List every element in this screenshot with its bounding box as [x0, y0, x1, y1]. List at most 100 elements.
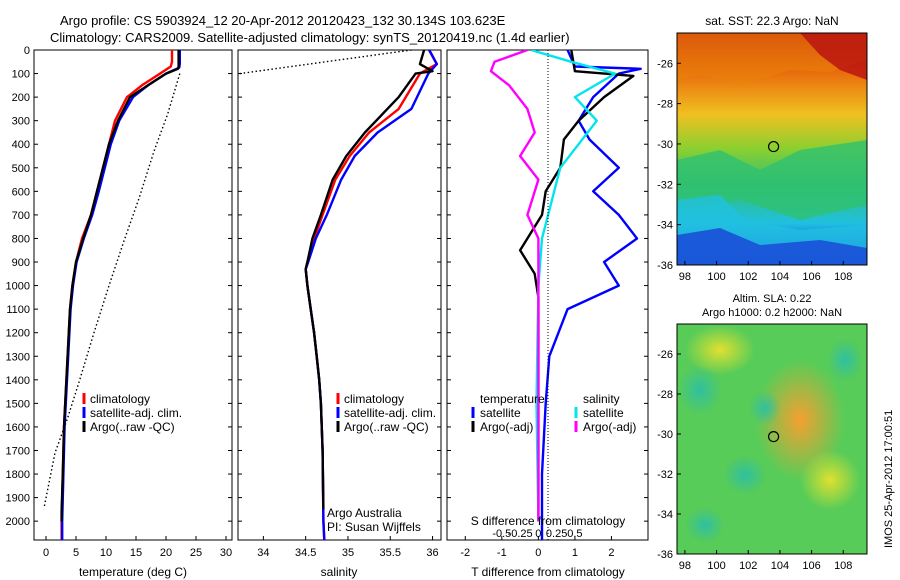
- sla-map-title1: Altim. SLA: 0.22: [733, 293, 812, 305]
- salinity-panel: [237, 49, 442, 541]
- sst-map: [676, 32, 868, 266]
- depth-tick-label: 0: [24, 45, 30, 57]
- map-x-tick-label: 100: [707, 560, 725, 572]
- depth-tick-label: 2000: [6, 516, 30, 528]
- sst-map-frame: [676, 32, 868, 266]
- legend-s-satellite: satellite: [583, 406, 624, 420]
- map-y-tick-label: -26: [657, 58, 673, 70]
- sla-map-frame: [676, 323, 868, 555]
- map-y-tick-label: -34: [657, 220, 673, 232]
- legend-argo: Argo(..raw -QC): [344, 420, 429, 434]
- map-x-tick-label: 108: [834, 560, 852, 572]
- depth-tick-label: 700: [12, 210, 30, 222]
- depth-tick-label: 300: [12, 116, 30, 128]
- sla-map-cool-blob: [749, 390, 781, 426]
- x-tick-label: 34.5: [295, 547, 316, 559]
- difference-series: [489, 50, 642, 540]
- x-tick-label: 0: [43, 547, 49, 559]
- difference-legend: temperature salinity satellite Argo(-adj…: [471, 392, 636, 434]
- x-tick-label: 5: [73, 547, 79, 559]
- x-tick-label: 2: [608, 547, 614, 559]
- legend-satellite: satellite-adj. clim.: [344, 406, 436, 420]
- legend-satellite: satellite-adj. clim.: [90, 406, 182, 420]
- salinity-xlabel: salinity: [321, 565, 358, 579]
- legend-t-argo: Argo(-adj): [480, 420, 533, 434]
- map-x-tick-label: 106: [802, 271, 820, 283]
- x-tick-label: 35.5: [380, 547, 401, 559]
- map-y-tick-label: -32: [657, 179, 673, 191]
- sla-map-argo-marker: [767, 431, 780, 443]
- depth-tick-label: 900: [12, 257, 30, 269]
- map-y-tick-label: -36: [657, 260, 673, 272]
- top-tick-label: -0.25: [508, 528, 533, 540]
- map-x-tick-label: 104: [771, 560, 789, 572]
- map-y-tick-label: -28: [657, 389, 673, 401]
- legend-argo: Argo(..raw -QC): [90, 420, 175, 434]
- difference-toplabel: S difference from climatology: [471, 514, 626, 528]
- panel-x-axes: 0 5 10 15 20 25 30 34 34.5 35 35.5 36 -2 -1 0 1 2 -0.5-0.…: [43, 528, 615, 559]
- legend-s-argo: Argo(-adj): [583, 420, 636, 434]
- depth-tick-label: 1000: [6, 281, 30, 293]
- difference-xlabel: T difference from climatology: [471, 565, 625, 579]
- x-tick-label: -1: [497, 547, 507, 559]
- x-tick-label: 10: [100, 547, 112, 559]
- top-tick-label: -0.5: [492, 528, 511, 540]
- map-x-tick-label: 104: [771, 271, 789, 283]
- temperature-panel: [33, 49, 233, 541]
- x-tick-label: 36: [426, 547, 438, 559]
- map-y-tick-label: -30: [657, 139, 673, 151]
- x-tick-label: 35: [342, 547, 354, 559]
- map-x-tick-label: 98: [679, 271, 691, 283]
- x-tick-label: 20: [160, 547, 172, 559]
- footer-timestamp: IMOS 25-Apr-2012 17:00:51: [883, 410, 895, 548]
- temperature-xlabel: temperature (deg C): [79, 565, 187, 579]
- top-tick-label: 0.5: [567, 528, 582, 540]
- top-tick-label: 0.25: [546, 528, 567, 540]
- depth-tick-label: 100: [12, 69, 30, 81]
- sst-map-argo-marker: [767, 140, 780, 153]
- sla-map-title2: Argo h1000: 0.2 h2000: NaN: [702, 307, 842, 319]
- legend-salinity-heading: salinity: [583, 392, 620, 406]
- map-x-tick-label: 106: [802, 560, 820, 572]
- argo-adj--line: [489, 50, 540, 522]
- sla-map-cool-blob: [827, 338, 863, 382]
- sla-map-cool-blob: [678, 365, 722, 415]
- satellite-line: [540, 50, 642, 540]
- map-y-tick-label: -34: [657, 509, 673, 521]
- legend-climatology: climatology: [344, 392, 404, 406]
- difference-panel: [446, 49, 649, 541]
- header-line1: Argo profile: CS 5903924_12 20-Apr-2012 …: [60, 13, 506, 28]
- x-tick-label: 0: [535, 547, 541, 559]
- map-y-tick-label: -36: [657, 549, 673, 561]
- sla-map-warm-blob: [800, 450, 860, 510]
- x-tick-label: 1: [572, 547, 578, 559]
- reference-line: [239, 50, 412, 75]
- depth-tick-label: 1600: [6, 422, 30, 434]
- annotation-pi: PI: Susan Wijffels: [327, 520, 421, 534]
- sst-map-axes: 98 100 102 104 106 108 -26 -28 -30 -32 -34 -36: [657, 58, 852, 283]
- depth-tick-label: 1700: [6, 445, 30, 457]
- map-y-tick-label: -28: [657, 99, 673, 111]
- depth-tick-label: 1500: [6, 398, 30, 410]
- map-y-tick-label: -26: [657, 349, 673, 361]
- reference-line: [43, 73, 181, 508]
- depth-tick-label: 1200: [6, 328, 30, 340]
- depth-tick-label: 400: [12, 139, 30, 151]
- map-y-tick-label: -30: [657, 429, 673, 441]
- sla-map: [676, 323, 868, 555]
- x-tick-label: -2: [460, 547, 470, 559]
- depth-tick-label: 800: [12, 233, 30, 245]
- x-tick-label: 25: [190, 547, 202, 559]
- depth-axis: 0 100 200 300 400 500 600 700 800 900 1000 1100 1200…: [6, 45, 648, 528]
- argo-raw-qc--line: [304, 50, 434, 510]
- legend-temperature-heading: temperature: [480, 392, 545, 406]
- depth-tick-label: 200: [12, 92, 30, 104]
- sst-map-title: sat. SST: 22.3 Argo: NaN: [705, 14, 838, 28]
- sla-map-cool-blob: [685, 507, 725, 543]
- sla-map-axes: 98 100 102 104 106 108 -26 -28 -30 -32 -34 -36: [657, 349, 852, 572]
- sla-map-warm-blob: [755, 360, 845, 480]
- header-line2: Climatology: CARS2009. Satellite-adjuste…: [50, 30, 570, 45]
- map-x-tick-label: 98: [679, 560, 691, 572]
- sla-map-cool-blob: [723, 455, 767, 495]
